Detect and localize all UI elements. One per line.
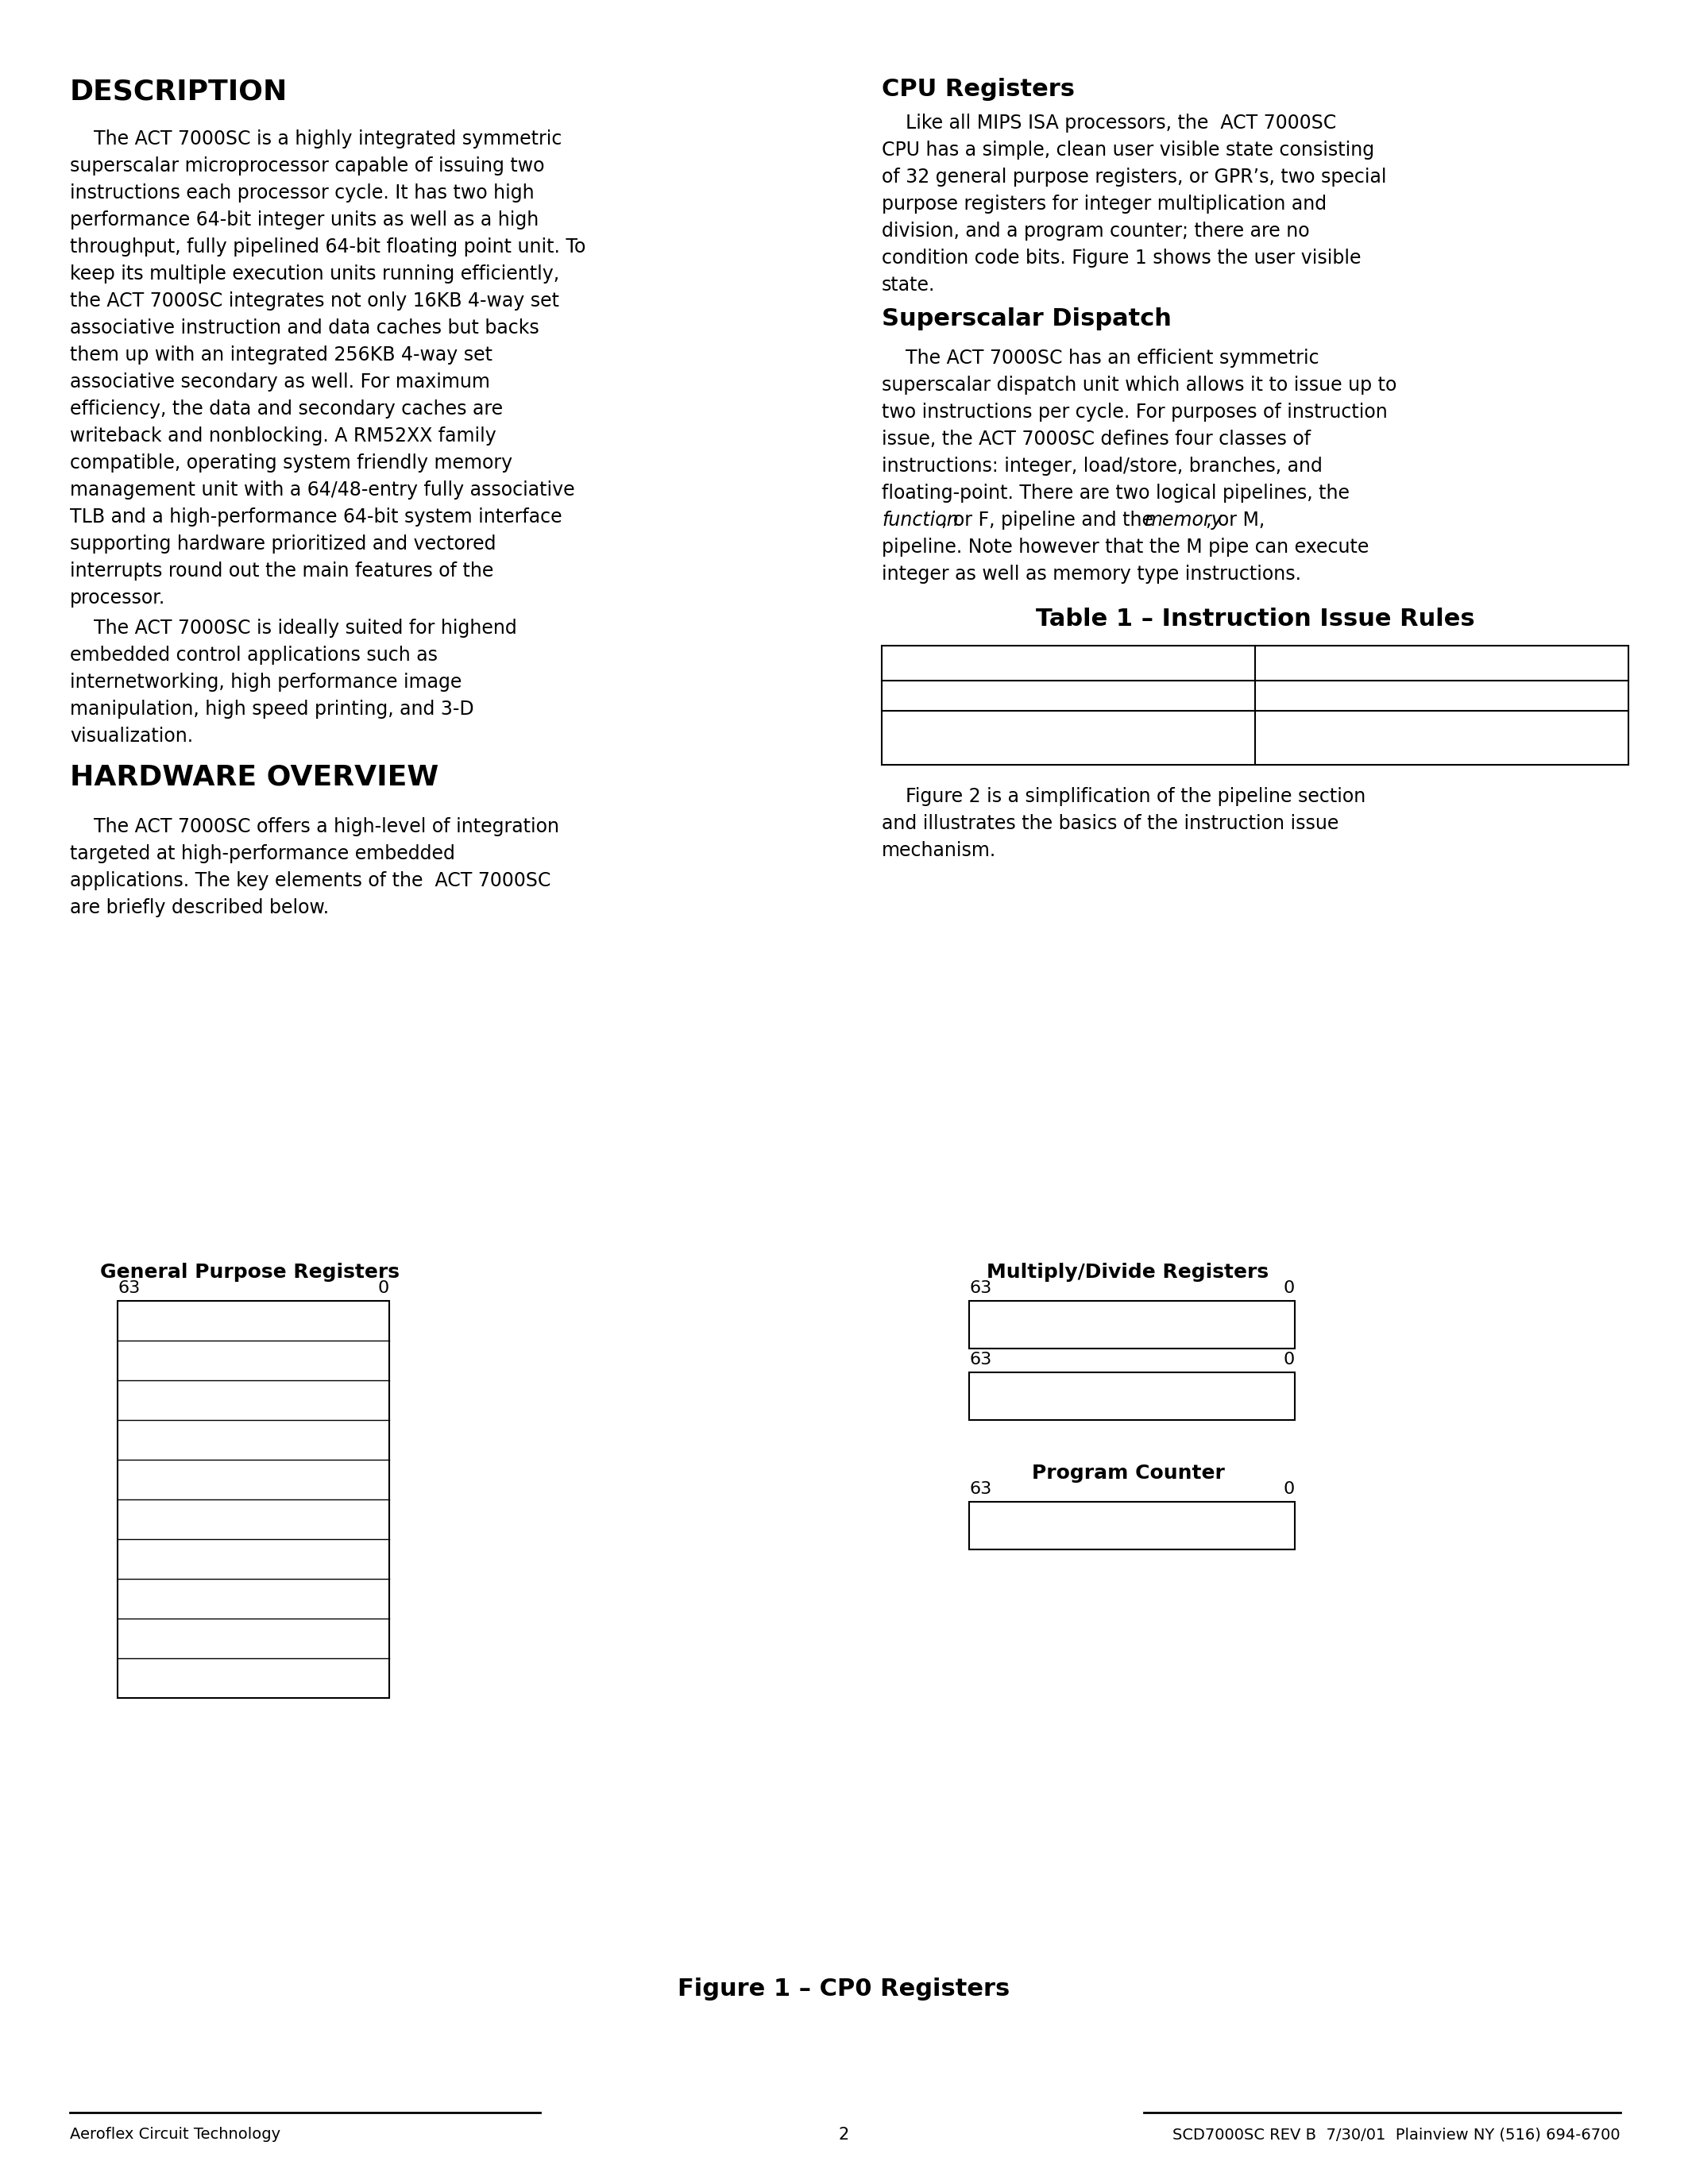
Text: are briefly described below.: are briefly described below. (69, 898, 329, 917)
Text: The ACT 7000SC has an efficient symmetric: The ACT 7000SC has an efficient symmetri… (881, 349, 1318, 367)
Text: and illustrates the basics of the instruction issue: and illustrates the basics of the instru… (881, 815, 1339, 832)
Bar (969, 1372, 1295, 1420)
Text: efficiency, the data and secondary caches are: efficiency, the data and secondary cache… (69, 400, 503, 419)
Text: the ACT 7000SC integrates not only 16KB 4-way set: the ACT 7000SC integrates not only 16KB … (69, 290, 559, 310)
Text: r31: r31 (238, 1671, 268, 1686)
Text: condition code bits. Figure 1 shows the user visible: condition code bits. Figure 1 shows the … (881, 249, 1361, 269)
Text: pipeline. Note however that the M pipe can execute: pipeline. Note however that the M pipe c… (881, 537, 1369, 557)
Text: integer, branch, floating-point,: integer, branch, floating-point, (932, 723, 1204, 738)
Text: The ACT 7000SC is ideally suited for highend: The ACT 7000SC is ideally suited for hig… (69, 618, 517, 638)
Text: interrupts round out the main features of the: interrupts round out the main features o… (69, 561, 493, 581)
Text: HI: HI (1123, 1317, 1141, 1332)
Text: r30: r30 (238, 1631, 268, 1647)
Bar (969, 1302, 1295, 1348)
Text: memory: memory (1144, 511, 1222, 531)
Text: embedded control applications such as: embedded control applications such as (69, 646, 437, 664)
Text: F Pipe: F Pipe (1035, 653, 1101, 673)
Text: instructions: integer, load/store, branches, and: instructions: integer, load/store, branc… (881, 456, 1322, 476)
Text: 63: 63 (118, 1280, 140, 1295)
Bar (118, 1302, 390, 1697)
Text: two instructions per cycle. For purposes of instruction: two instructions per cycle. For purposes… (881, 402, 1388, 422)
Text: issue, the ACT 7000SC defines four classes of: issue, the ACT 7000SC defines four class… (881, 430, 1312, 448)
Text: one of:: one of: (1411, 688, 1472, 703)
Text: The ACT 7000SC offers a high-level of integration: The ACT 7000SC offers a high-level of in… (69, 817, 559, 836)
Text: 2: 2 (839, 2127, 849, 2143)
Text: integer mul, div: integer mul, div (998, 740, 1138, 756)
Text: 0: 0 (378, 1280, 390, 1295)
Text: one of:: one of: (1038, 688, 1099, 703)
Text: CPU has a simple, clean user visible state consisting: CPU has a simple, clean user visible sta… (881, 140, 1374, 159)
Text: them up with an integrated 256KB 4-way set: them up with an integrated 256KB 4-way s… (69, 345, 493, 365)
Text: associative secondary as well. For maximum: associative secondary as well. For maxim… (69, 373, 490, 391)
Text: mechanism.: mechanism. (881, 841, 996, 860)
Text: CPU Registers: CPU Registers (881, 79, 1075, 100)
Text: Table 1 – Instruction Issue Rules: Table 1 – Instruction Issue Rules (1036, 607, 1475, 631)
Text: superscalar microprocessor capable of issuing two: superscalar microprocessor capable of is… (69, 157, 545, 175)
Text: throughput, fully pipelined 64-bit floating point unit. To: throughput, fully pipelined 64-bit float… (69, 238, 586, 256)
Text: r1: r1 (245, 1352, 263, 1369)
Text: Multiply/Divide Registers: Multiply/Divide Registers (987, 1262, 1269, 1282)
Text: •: • (248, 1433, 258, 1448)
Text: Figure 1 – CP0 Registers: Figure 1 – CP0 Registers (677, 1977, 1009, 2001)
Text: The ACT 7000SC is a highly integrated symmetric: The ACT 7000SC is a highly integrated sy… (69, 129, 562, 149)
Text: •: • (248, 1551, 258, 1566)
Text: Aeroflex Circuit Technology: Aeroflex Circuit Technology (69, 2127, 280, 2143)
Text: 0: 0 (1283, 1481, 1295, 1496)
Bar (969, 1503, 1295, 1548)
Text: compatible, operating system friendly memory: compatible, operating system friendly me… (69, 454, 513, 472)
Text: of 32 general purpose registers, or GPR’s, two special: of 32 general purpose registers, or GPR’… (881, 168, 1386, 186)
Text: PC: PC (1121, 1518, 1143, 1533)
Text: r29: r29 (238, 1590, 268, 1607)
Text: instructions each processor cycle. It has two high: instructions each processor cycle. It ha… (69, 183, 535, 203)
Text: r2: r2 (245, 1391, 263, 1409)
Text: applications. The key elements of the  ACT 7000SC: applications. The key elements of the AC… (69, 871, 550, 891)
Text: associative instruction and data caches but backs: associative instruction and data caches … (69, 319, 538, 339)
Text: General Purpose Registers: General Purpose Registers (101, 1262, 400, 1282)
Text: SCD7000SC REV B  7/30/01  Plainview NY (516) 694-6700: SCD7000SC REV B 7/30/01 Plainview NY (51… (1173, 2127, 1620, 2143)
Text: writeback and nonblocking. A RM52XX family: writeback and nonblocking. A RM52XX fami… (69, 426, 496, 446)
Text: 63: 63 (969, 1481, 991, 1496)
Text: Superscalar Dispatch: Superscalar Dispatch (881, 308, 1171, 330)
Text: Figure 2 is a simplification of the pipeline section: Figure 2 is a simplification of the pipe… (881, 786, 1366, 806)
Text: integer, load/store: integer, load/store (1361, 729, 1523, 745)
Text: 0: 0 (248, 1313, 258, 1328)
Bar (881, 646, 1629, 764)
Text: division, and a program counter; there are no: division, and a program counter; there a… (881, 221, 1310, 240)
Text: management unit with a 64/48-entry fully associative: management unit with a 64/48-entry fully… (69, 480, 576, 500)
Text: Like all MIPS ISA processors, the  ACT 7000SC: Like all MIPS ISA processors, the ACT 70… (881, 114, 1337, 133)
Text: Program Counter: Program Counter (1031, 1463, 1224, 1483)
Text: targeted at high-performance embedded: targeted at high-performance embedded (69, 845, 456, 863)
Text: internetworking, high performance image: internetworking, high performance image (69, 673, 463, 692)
Text: 0: 0 (1283, 1280, 1295, 1295)
Text: LO: LO (1121, 1389, 1143, 1404)
Text: 0: 0 (1283, 1352, 1295, 1367)
Text: supporting hardware prioritized and vectored: supporting hardware prioritized and vect… (69, 535, 496, 553)
Text: function: function (881, 511, 959, 531)
Text: manipulation, high speed printing, and 3-D: manipulation, high speed printing, and 3… (69, 699, 474, 719)
Text: 63: 63 (969, 1280, 991, 1295)
Text: M Pipe: M Pipe (1406, 653, 1477, 673)
Text: state.: state. (881, 275, 935, 295)
Text: HARDWARE OVERVIEW: HARDWARE OVERVIEW (69, 762, 439, 791)
Text: •: • (248, 1511, 258, 1527)
Text: visualization.: visualization. (69, 727, 192, 745)
Text: purpose registers for integer multiplication and: purpose registers for integer multiplica… (881, 194, 1327, 214)
Text: , or M,: , or M, (1205, 511, 1264, 531)
Text: superscalar dispatch unit which allows it to issue up to: superscalar dispatch unit which allows i… (881, 376, 1396, 395)
Text: processor.: processor. (69, 587, 165, 607)
Text: floating-point. There are two logical pipelines, the: floating-point. There are two logical pi… (881, 483, 1350, 502)
Text: keep its multiple execution units running efficiently,: keep its multiple execution units runnin… (69, 264, 559, 284)
Text: performance 64-bit integer units as well as a high: performance 64-bit integer units as well… (69, 210, 538, 229)
Text: integer as well as memory type instructions.: integer as well as memory type instructi… (881, 566, 1301, 583)
Text: TLB and a high-performance 64-bit system interface: TLB and a high-performance 64-bit system… (69, 507, 562, 526)
Text: •: • (248, 1472, 258, 1487)
Text: , or F, pipeline and the: , or F, pipeline and the (942, 511, 1153, 531)
Text: DESCRIPTION: DESCRIPTION (69, 79, 289, 105)
Text: 63: 63 (969, 1352, 991, 1367)
